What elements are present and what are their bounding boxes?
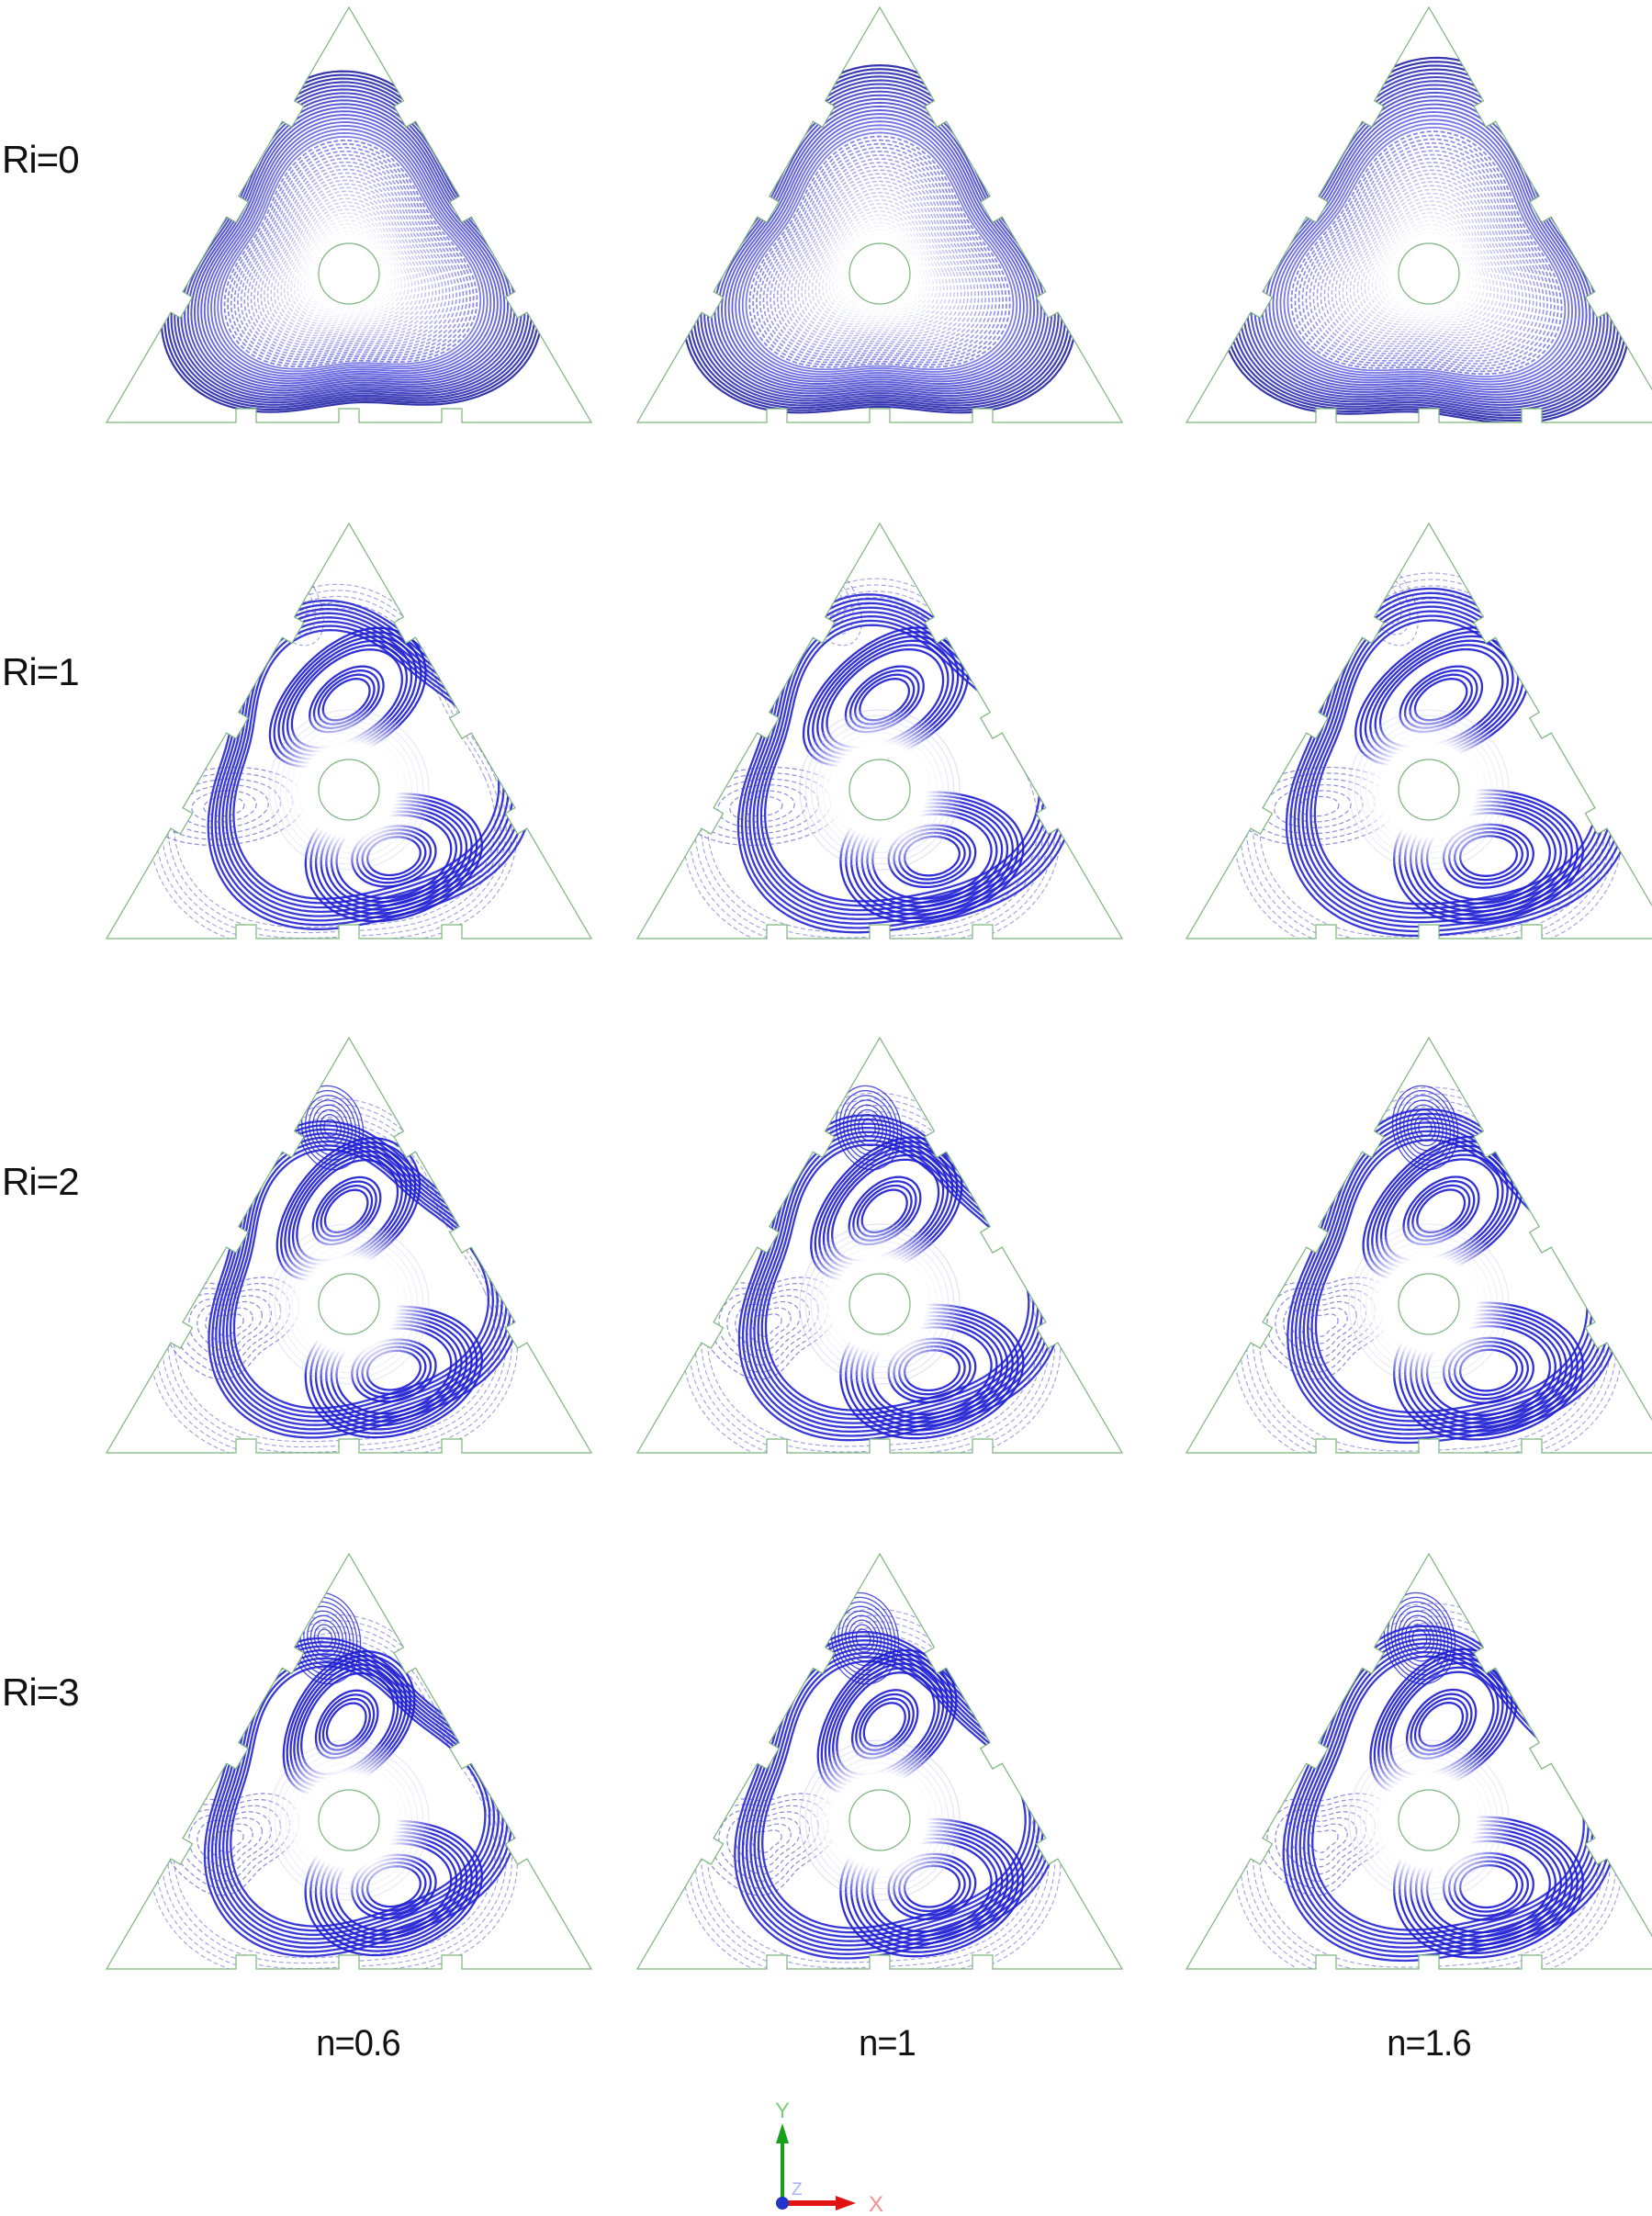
plot-ri0-n06 <box>92 0 606 457</box>
x-axis-label: X <box>869 2192 883 2216</box>
y-axis-arrowhead <box>776 2123 789 2143</box>
row-label-ri1: Ri=1 <box>2 650 80 693</box>
plot-ri2-n06 <box>92 1029 606 1488</box>
plot-ri2-n16 <box>1172 1029 1652 1488</box>
plot-ri3-n1 <box>623 1545 1137 2004</box>
col-label-n06: n=0.6 <box>316 2023 400 2064</box>
row-label-ri0: Ri=0 <box>2 138 80 181</box>
z-axis-origin-dot <box>776 2197 789 2210</box>
col-label-n1: n=1 <box>859 2023 916 2064</box>
plot-ri0-n1 <box>623 0 1137 457</box>
row-label-ri2: Ri=2 <box>2 1160 80 1203</box>
plot-ri2-n1 <box>623 1029 1137 1488</box>
col-label-n16: n=1.6 <box>1387 2023 1471 2064</box>
y-axis-label: Y <box>775 2098 790 2123</box>
plot-ri0-n16 <box>1172 0 1652 457</box>
x-axis-arrowhead <box>836 2196 856 2210</box>
axis-triad: Z Y X <box>775 2098 883 2216</box>
plot-ri3-n16 <box>1172 1545 1652 2004</box>
plot-ri1-n16 <box>1172 514 1652 973</box>
plot-ri3-n06 <box>92 1545 606 2004</box>
plot-ri1-n1 <box>623 514 1137 973</box>
z-axis-label: Z <box>792 2180 803 2199</box>
row-label-ri3: Ri=3 <box>2 1670 80 1714</box>
plot-ri1-n06 <box>92 514 606 973</box>
